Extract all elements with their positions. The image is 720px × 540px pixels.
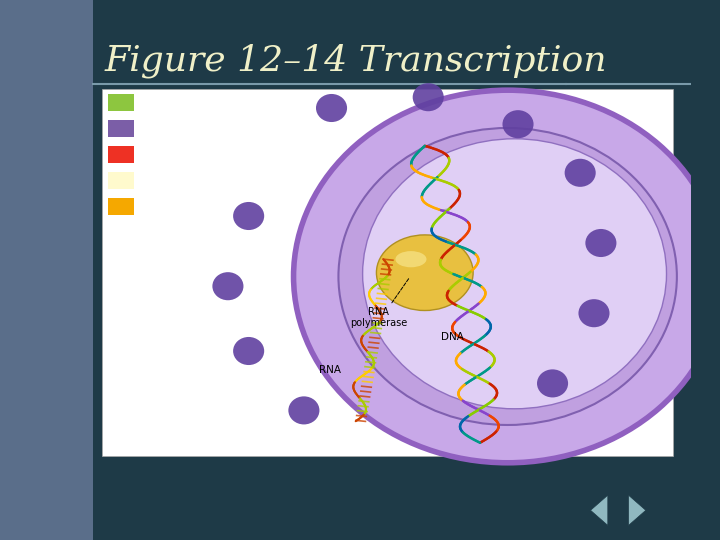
Ellipse shape xyxy=(289,396,320,424)
Bar xyxy=(102,89,673,456)
Bar xyxy=(0,0,94,540)
Ellipse shape xyxy=(338,128,677,425)
Text: RNA
polymerase: RNA polymerase xyxy=(350,307,407,328)
Text: Figure 12–14 Transcription: Figure 12–14 Transcription xyxy=(105,43,608,78)
Ellipse shape xyxy=(537,369,568,397)
Ellipse shape xyxy=(395,251,426,267)
Ellipse shape xyxy=(363,139,667,409)
Bar xyxy=(108,146,134,163)
Bar xyxy=(102,89,673,456)
Bar xyxy=(108,172,134,189)
Ellipse shape xyxy=(413,83,444,111)
Circle shape xyxy=(609,503,627,517)
Ellipse shape xyxy=(578,299,610,327)
Bar xyxy=(108,198,134,215)
Bar xyxy=(108,120,134,137)
Ellipse shape xyxy=(564,159,595,187)
Polygon shape xyxy=(629,495,646,525)
Ellipse shape xyxy=(212,272,243,300)
Text: DNA: DNA xyxy=(441,333,464,342)
Bar xyxy=(108,94,134,111)
Text: RNA: RNA xyxy=(319,365,341,375)
Ellipse shape xyxy=(294,90,720,463)
Ellipse shape xyxy=(316,94,347,122)
Ellipse shape xyxy=(233,337,264,365)
Ellipse shape xyxy=(233,202,264,230)
Circle shape xyxy=(377,235,473,310)
Polygon shape xyxy=(590,495,608,525)
Ellipse shape xyxy=(585,229,616,257)
Ellipse shape xyxy=(503,110,534,138)
